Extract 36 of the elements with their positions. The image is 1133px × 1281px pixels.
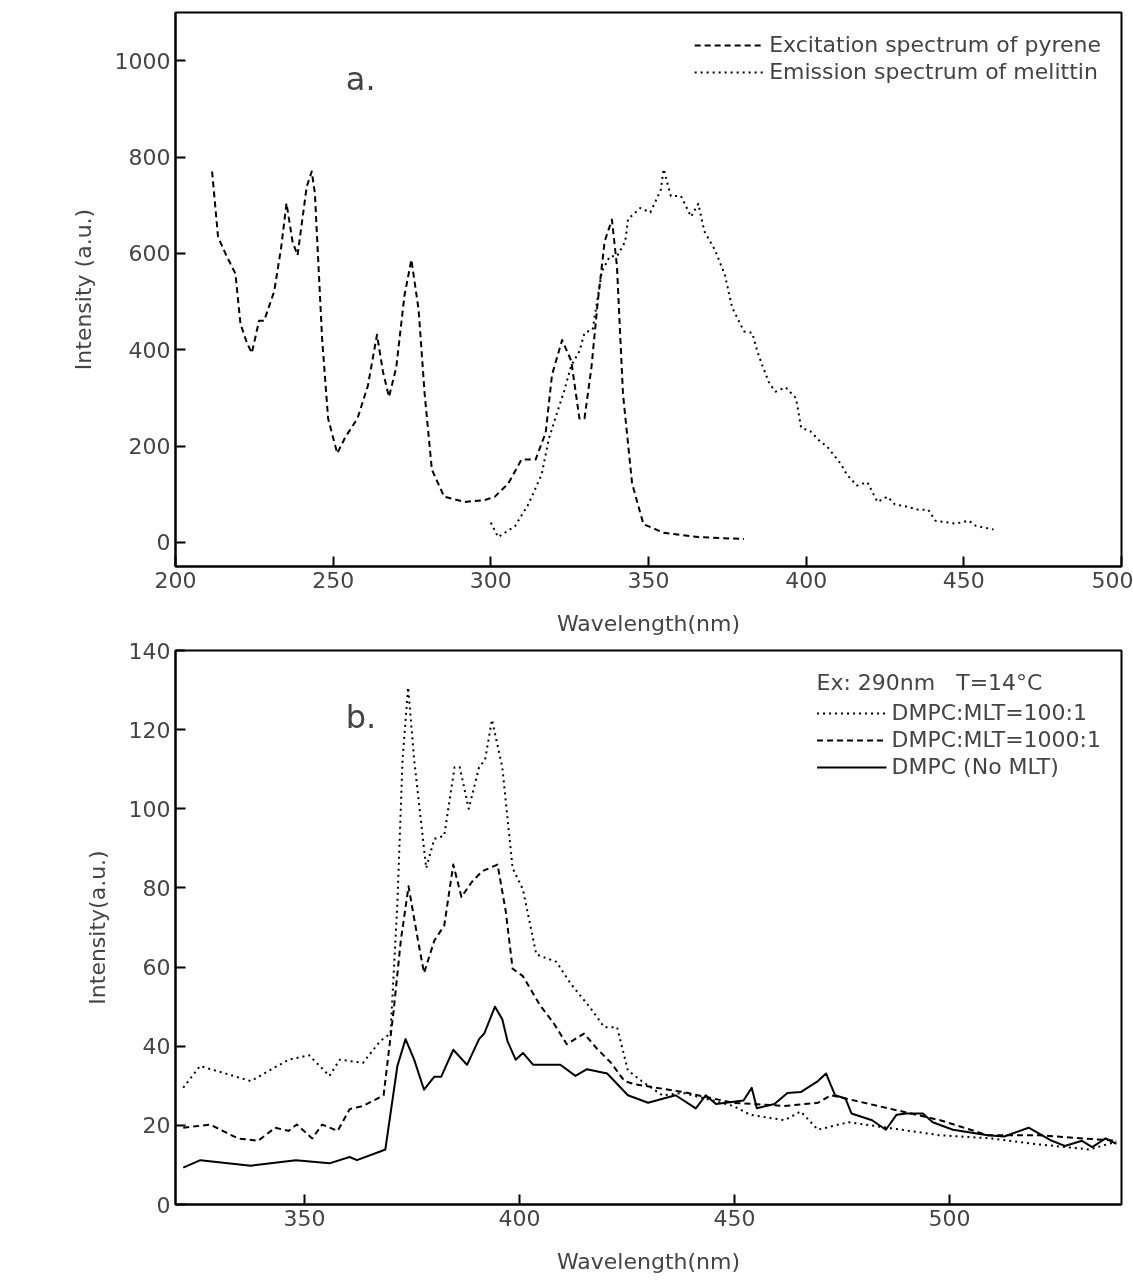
y-axis-title: Intensity (a.u.) [70,208,96,371]
y-tick-label: 400 [128,337,171,363]
x-tick-label: 400 [785,567,828,593]
y-tick-label: 600 [128,241,171,267]
annotation: b. [345,697,377,736]
x-tick-label: 300 [469,567,512,593]
legend-title: Ex: 290nm T=14°C [816,670,1044,695]
legend-label: Emission spectrum of melittin [769,59,1098,84]
x-tick-label: 250 [312,567,355,593]
annotation: a. [345,59,376,98]
x-tick-label: 500 [928,1205,971,1231]
x-tick-label: 450 [713,1205,756,1231]
x-axis-title: Wavelength(nm) [556,610,741,636]
y-tick-label: 120 [128,717,171,743]
x-tick-label: 350 [283,1205,326,1231]
x-tick-label: 350 [627,567,670,593]
x-tick-label: 400 [498,1205,541,1231]
y-axis-title: Intensity(a.u.) [84,850,110,1005]
x-tick-label: 450 [942,567,985,593]
legend-label: DMPC:MLT=100:1 [891,700,1087,725]
y-tick-label: 140 [128,638,171,664]
y-tick-label: 40 [142,1034,171,1060]
y-tick-label: 80 [142,875,171,901]
y-tick-label: 0 [156,1192,171,1218]
y-tick-label: 100 [128,796,171,822]
x-tick-label: 500 [1091,567,1133,593]
y-tick-label: 20 [142,1113,171,1139]
legend-label: DMPC:MLT=1000:1 [891,727,1101,752]
y-tick-label: 60 [142,955,171,981]
y-tick-label: 0 [156,530,171,556]
y-tick-label: 800 [128,145,171,171]
legend-label: Excitation spectrum of pyrene [769,32,1101,57]
y-tick-label: 200 [128,434,171,460]
y-tick-label: 1000 [114,48,171,74]
legend-label: DMPC (No MLT) [891,754,1059,779]
x-axis-title: Wavelength(nm) [556,1248,741,1274]
